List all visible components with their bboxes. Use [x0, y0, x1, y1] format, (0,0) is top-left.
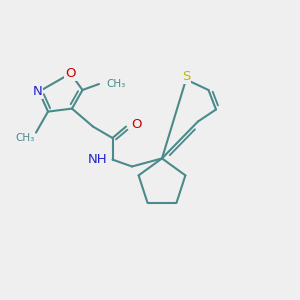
Text: S: S	[182, 70, 190, 83]
Text: O: O	[65, 67, 76, 80]
Text: CH₃: CH₃	[15, 133, 34, 143]
Text: N: N	[33, 85, 42, 98]
Text: CH₃: CH₃	[106, 79, 126, 89]
Text: NH: NH	[88, 153, 107, 166]
Text: O: O	[131, 118, 141, 131]
